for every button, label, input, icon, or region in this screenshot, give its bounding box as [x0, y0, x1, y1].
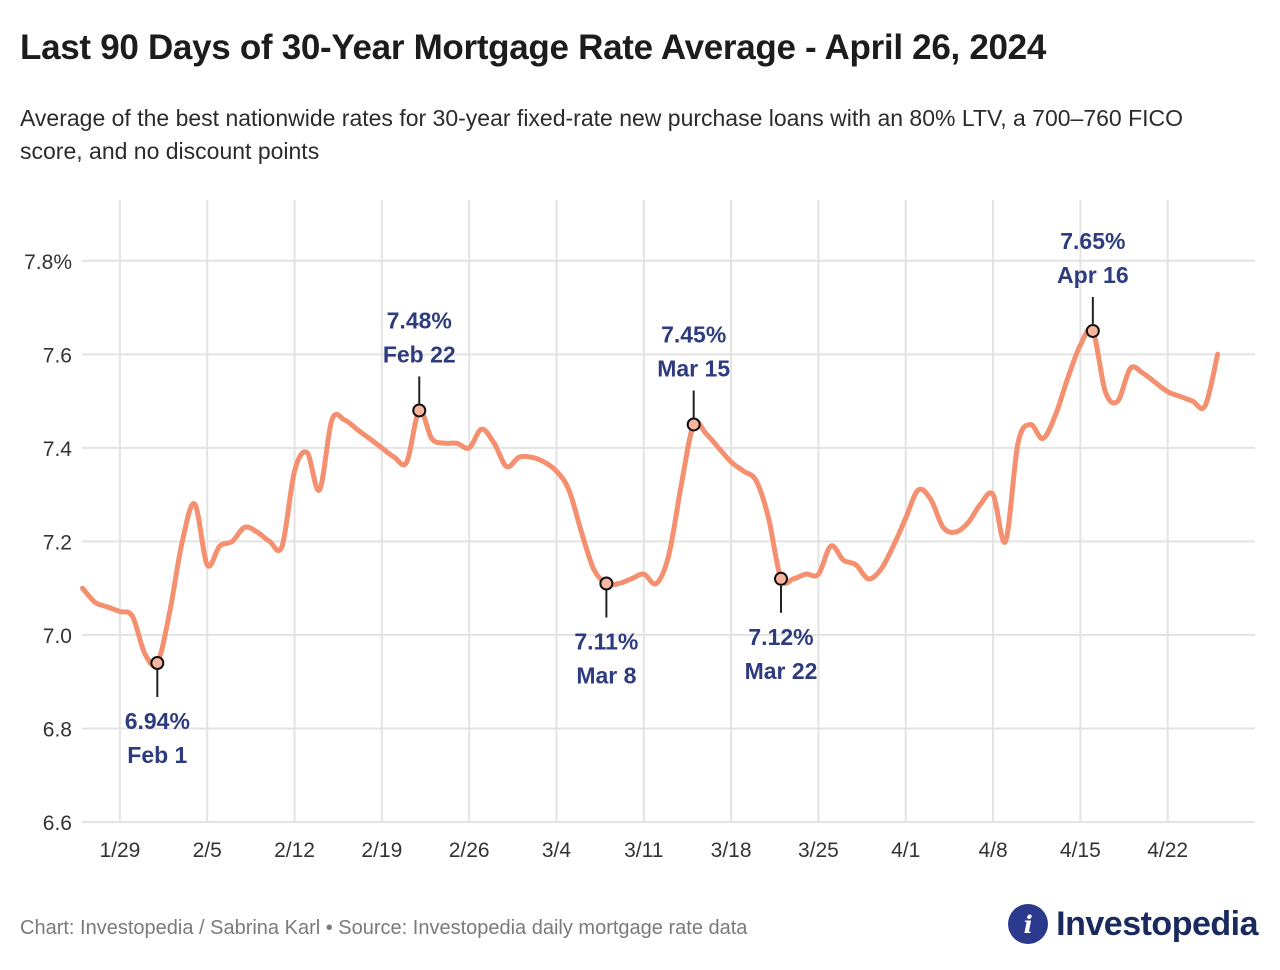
x-axis-ticks: 1/29 2/5 2/12 2/19 2/26 3/4 3/11 3/18 3/25 4/1 4/8… — [99, 839, 1188, 862]
logo-text: Investopedia — [1056, 904, 1258, 943]
annotation-value: 7.65% — [1060, 228, 1125, 254]
annotation-date: Mar 22 — [745, 658, 818, 684]
x-tick-label: 2/5 — [193, 839, 222, 862]
y-tick-label: 7.8% — [24, 251, 72, 274]
annotation-marker — [774, 571, 788, 586]
annotation-marker — [599, 576, 614, 591]
annotations: 6.94% Feb 1 7.48% Feb 22 7.11% Mar 8 7.45% Mar … — [125, 228, 1129, 768]
annotation-date: Mar 15 — [657, 355, 730, 381]
annotation-marker — [1085, 323, 1100, 338]
grid-lines — [82, 200, 1255, 823]
rate-series-line — [80, 326, 1221, 669]
x-tick-label: 4/22 — [1147, 839, 1188, 862]
x-tick-label: 3/25 — [798, 839, 839, 862]
y-tick-label: 7.0 — [43, 625, 72, 648]
annotation-date: Feb 22 — [383, 341, 456, 367]
chart-subtitle: Average of the best nationwide rates for… — [20, 105, 1184, 164]
series-line — [80, 326, 1221, 669]
y-tick-label: 7.2 — [43, 531, 72, 554]
x-tick-label: 2/19 — [361, 839, 402, 862]
y-axis-ticks: 6.6 6.8 7.0 7.2 7.4 7.6 7.8% — [24, 251, 72, 835]
annotation-marker — [686, 417, 701, 432]
x-tick-label: 4/8 — [978, 839, 1007, 862]
x-tick-label: 3/18 — [711, 839, 752, 862]
source-credit: Chart: Investopedia / Sabrina Karl • Sou… — [20, 917, 748, 939]
annotation-value: 7.12% — [748, 624, 813, 650]
annotation-marker — [150, 655, 165, 670]
y-tick-label: 6.6 — [43, 812, 72, 835]
annotation-value: 7.45% — [661, 321, 726, 347]
y-tick-label: 6.8 — [43, 718, 72, 741]
x-tick-label: 4/15 — [1060, 839, 1101, 862]
y-tick-label: 7.6 — [43, 344, 72, 367]
annotation-date: Feb 1 — [127, 742, 187, 768]
x-tick-label: 2/26 — [449, 839, 490, 862]
investopedia-logo: i Investopedia — [1008, 903, 1258, 945]
annotation-date: Apr 16 — [1057, 262, 1129, 288]
y-tick-label: 7.4 — [43, 438, 73, 461]
annotation-value: 7.11% — [574, 628, 638, 654]
x-tick-label: 4/1 — [891, 839, 920, 862]
annotation-marker — [412, 403, 427, 418]
x-tick-label: 2/12 — [274, 839, 315, 862]
chart-title: Last 90 Days of 30-Year Mortgage Rate Av… — [20, 28, 1047, 67]
annotation-date: Mar 8 — [576, 662, 636, 688]
x-tick-label: 3/11 — [624, 839, 663, 862]
annotation-value: 7.48% — [387, 307, 452, 333]
x-tick-label: 3/4 — [542, 839, 572, 862]
x-tick-label: 1/29 — [99, 839, 140, 862]
annotation-value: 6.94% — [125, 708, 190, 734]
logo-icon: i — [1008, 904, 1049, 944]
